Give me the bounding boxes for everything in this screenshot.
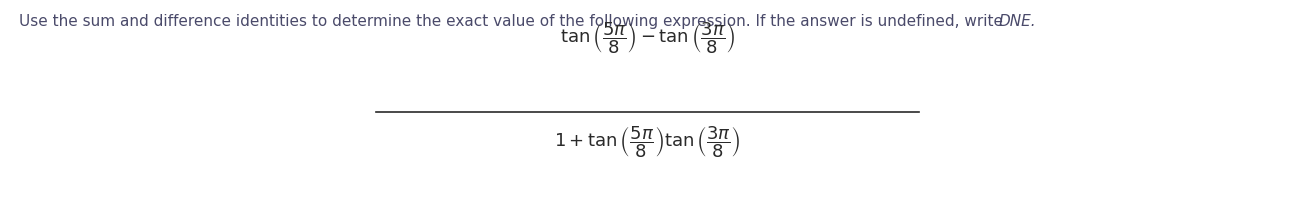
Text: $1 + \tan\left(\dfrac{5\pi}{8}\right)\tan\left(\dfrac{3\pi}{8}\right)$: $1 + \tan\left(\dfrac{5\pi}{8}\right)\ta… xyxy=(554,124,741,160)
Text: Use the sum and difference identities to determine the exact value of the follow: Use the sum and difference identities to… xyxy=(19,14,1009,29)
Text: DNE.: DNE. xyxy=(998,14,1036,29)
Text: $\tan\left(\dfrac{5\pi}{8}\right) - \tan\left(\dfrac{3\pi}{8}\right)$: $\tan\left(\dfrac{5\pi}{8}\right) - \tan… xyxy=(559,20,736,56)
